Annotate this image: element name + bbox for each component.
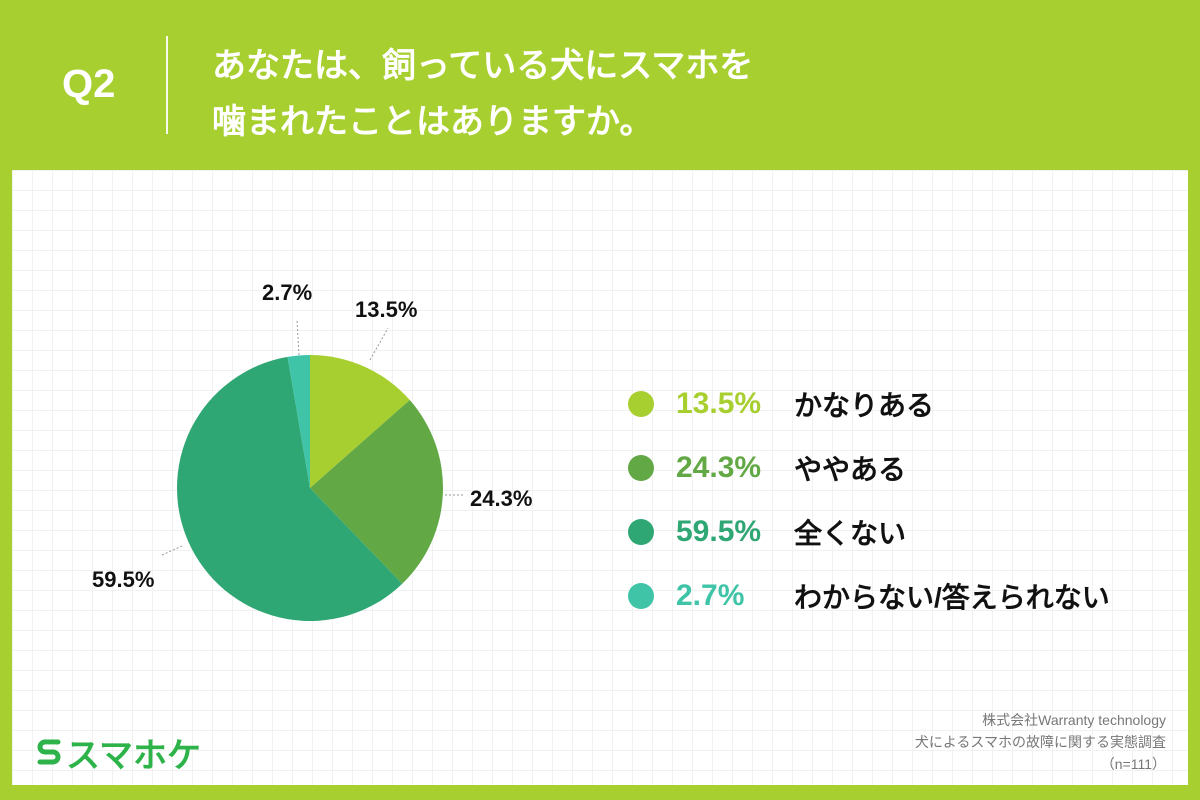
pie-label-mattaku: 59.5% [92,567,155,592]
legend: 13.5% かなりある 24.3% ややある 59.5% 全くない 2.7% わ… [628,372,1110,628]
legend-item: 24.3% ややある [628,436,1110,500]
header-divider [166,36,168,134]
pie-label-wakaranai: 2.7% [262,280,313,305]
legend-item: 2.7% わからない/答えられない [628,564,1110,628]
legend-label: わからない/答えられない [794,582,1110,613]
legend-pct: 59.5% [676,515,762,548]
legend-dot-icon [628,455,654,481]
question-title-line1: あなたは、飼っている犬にスマホを [212,47,754,85]
leader-line [369,327,389,361]
header: Q2 あなたは、飼っている犬にスマホを 噛まれたことはありますか。 [0,0,1200,170]
logo-s-icon [37,739,61,764]
legend-item: 13.5% かなりある [628,372,1110,436]
legend-dot-icon [628,519,654,545]
brand-logo: スマホケ [36,728,201,777]
legend-pct: 24.3% [676,451,762,484]
legend-pct: 2.7% [676,579,745,612]
pie-label-yaya: 24.3% [470,486,533,511]
leader-line [161,545,183,556]
legend-label: かなりある [794,390,935,421]
source-survey: 犬によるスマホの故障に関する実態調査 [914,734,1166,750]
pie-slice [176,356,403,621]
leader-line [296,319,300,356]
legend-dot-icon [628,391,654,417]
pie-chart [161,319,464,621]
legend-pct: 13.5% [676,387,762,420]
pie-slice [310,400,443,584]
pie-slice [310,355,410,488]
legend-item: 59.5% 全くない [628,500,1110,564]
legend-dot-icon [628,583,654,609]
pie-slice [287,355,310,488]
chart-card: 13.5% 24.3% 59.5% 2.7% [12,170,1188,785]
source-sample-size: （n=111） [1100,756,1166,772]
logo-text: スマホケ [66,737,201,775]
pie-label-kanari: 13.5% [355,297,418,322]
legend-label: 全くない [794,518,907,549]
source-note: 株式会社Warranty technology 犬によるスマホの故障に関する実態… [915,709,1166,775]
legend-label: ややある [794,454,907,485]
question-title-line2: 噛まれたことはありますか。 [212,103,654,141]
question-number: Q2 [62,62,116,106]
question-title: あなたは、飼っている犬にスマホを 噛まれたことはありますか。 [212,38,753,150]
source-company: 株式会社Warranty technology [982,712,1166,728]
